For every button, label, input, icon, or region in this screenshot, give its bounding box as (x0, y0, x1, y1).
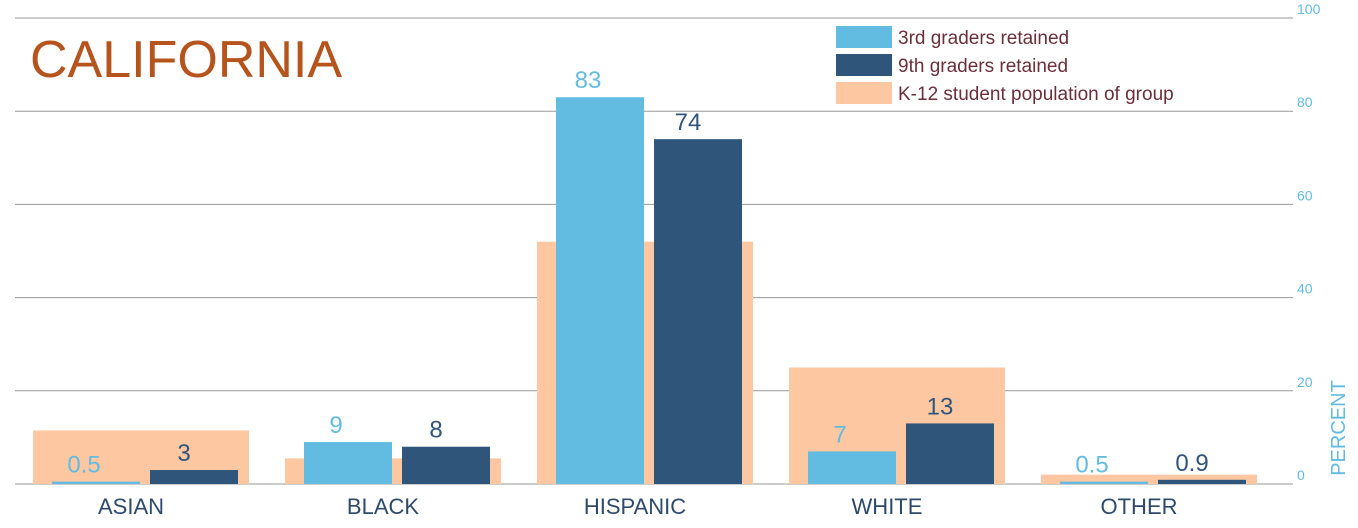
category-label: BLACK (347, 494, 419, 519)
y-tick-label: 60 (1297, 187, 1313, 203)
bar-3rd-black (304, 442, 392, 484)
population-bar-other (1041, 474, 1257, 484)
value-label-9th: 74 (675, 109, 702, 136)
y-tick-label: 40 (1297, 281, 1313, 297)
y-tick-label: 80 (1297, 94, 1313, 110)
bar-9th-other (1158, 479, 1246, 484)
category-label: WHITE (852, 494, 923, 519)
bar-3rd-other (1060, 481, 1148, 484)
bar-3rd-hispanic (556, 97, 644, 484)
legend-swatch (836, 54, 892, 76)
value-label-9th: 0.9 (1175, 450, 1208, 477)
y-axis-label: PERCENT (1328, 380, 1350, 476)
value-label-3rd: 9 (329, 412, 342, 439)
bar-9th-hispanic (654, 139, 742, 484)
legend-swatch (836, 26, 892, 48)
bar-9th-black (402, 446, 490, 484)
value-label-3rd: 83 (575, 67, 602, 94)
value-label-9th: 3 (177, 440, 190, 467)
category-label: ASIAN (98, 494, 164, 519)
legend: 3rd graders retained 9th graders retained… (836, 26, 1174, 105)
legend-label: K-12 student population of group (898, 84, 1174, 105)
bar-3rd-white (808, 451, 896, 484)
population-bars (33, 241, 1257, 484)
category-label: HISPANIC (584, 494, 686, 519)
y-tick-label: 0 (1297, 467, 1305, 483)
category-labels: ASIAN BLACK HISPANIC WHITE OTHER (98, 494, 1178, 519)
value-label-3rd: 0.5 (67, 452, 100, 479)
legend-label: 9th graders retained (898, 56, 1068, 77)
legend-swatch (836, 82, 892, 104)
value-label-3rd: 0.5 (1075, 452, 1108, 479)
y-tick-label: 100 (1297, 1, 1321, 17)
y-tick-label: 20 (1297, 374, 1313, 390)
bar-9th-asian (150, 470, 238, 484)
retention-bars (52, 97, 1246, 484)
value-label-3rd: 7 (833, 421, 846, 448)
value-labels: 0.5 3 9 8 83 74 7 13 0.5 0.9 (67, 67, 1208, 478)
chart-title: CALIFORNIA (30, 31, 342, 89)
bar-9th-white (906, 423, 994, 484)
value-label-9th: 13 (927, 393, 954, 420)
legend-label: 3rd graders retained (898, 28, 1069, 49)
value-label-9th: 8 (429, 417, 442, 444)
category-label: OTHER (1101, 494, 1178, 519)
bar-3rd-asian (52, 481, 140, 484)
y-tick-labels: 0 20 40 60 80 100 (1297, 1, 1321, 483)
